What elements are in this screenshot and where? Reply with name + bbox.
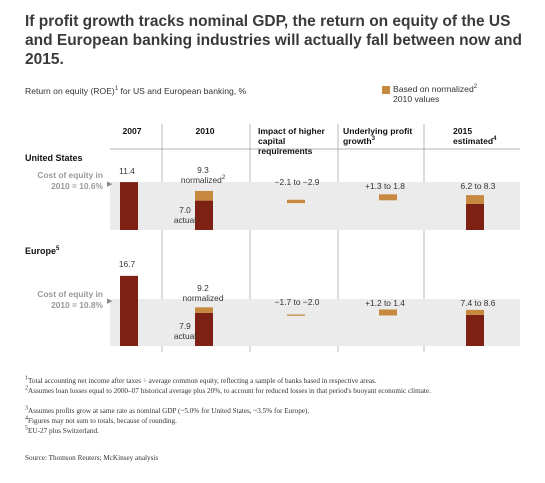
legend-line2: 2010 values (393, 94, 440, 104)
us-2010-normalized-label: 9.3 normalized2 (180, 165, 226, 185)
cost-of-equity-us: Cost of equity in 2010 = 10.6% (37, 170, 103, 191)
europe-bar-2010-normalized (195, 307, 213, 313)
us-profit-growth-label: +1.3 to 1.8 (365, 181, 405, 191)
chart-subtitle: Return on equity (ROE)1 for US and Europ… (25, 86, 246, 96)
us-bar-2007 (120, 182, 138, 230)
cost-of-equity-marker-europe: ▶ (107, 298, 113, 305)
legend-label: Based on normalized2 2010 values (393, 84, 503, 104)
europe-bar-capital-impact (287, 314, 305, 316)
europe-2007-label: 16.7 (118, 259, 136, 269)
europe-2010-actual-label: 7.9 actual (173, 321, 197, 341)
us-bar-profit-growth (379, 194, 397, 201)
subtitle-rest: for US and European banking, % (118, 86, 247, 96)
region-label-us: United States (25, 153, 83, 163)
legend-swatch-normalized (382, 86, 390, 94)
us-bar-2010-actual (195, 200, 213, 230)
europe-bar-profit-growth (379, 309, 397, 316)
footnote-5: 5EU-27 plus Switzerland. (25, 425, 99, 435)
legend-line1: Based on normalized (393, 84, 474, 94)
us-bar-2015-low (466, 203, 484, 230)
europe-2015-label: 7.4 to 8.6 (460, 298, 496, 308)
us-bar-2010-normalized (195, 190, 213, 201)
us-2010-actual-label: 7.0 actual (173, 205, 197, 225)
cost-of-equity-marker-us: ▶ (107, 181, 113, 188)
us-bar-2015-range (466, 195, 484, 204)
footnote-1: 1Total accounting net income after taxes… (25, 375, 377, 385)
footnote-4: 4Figures may not sum to totals, because … (25, 415, 177, 425)
europe-profit-growth-label: +1.2 to 1.4 (365, 298, 405, 308)
us-cost-of-equity-band (110, 182, 520, 230)
us-bar-capital-impact (287, 199, 305, 204)
europe-bar-2015-low (466, 314, 484, 346)
footnote-3: 3Assumes profits grow at same rate as no… (25, 405, 310, 415)
chart-title: If profit growth tracks nominal GDP, the… (25, 13, 522, 68)
europe-bar-2010-actual (195, 312, 213, 346)
us-2007-label: 11.4 (119, 166, 135, 176)
region-label-europe: Europe5 (25, 246, 60, 256)
europe-capital-impact-label: −1.7 to −2.0 (274, 297, 320, 307)
us-2015-label: 6.2 to 8.3 (460, 181, 496, 191)
europe-cost-of-equity-band (110, 299, 520, 346)
legend-footnote-ref: 2 (473, 84, 478, 91)
column-header-capital: Impact of higher capital requirements (258, 126, 325, 156)
footnote-2: 2Assumes loan losses equal to 2000–07 hi… (25, 385, 431, 395)
column-header-growth: Underlying profit growth3 (343, 126, 413, 146)
europe-bar-2015-range (466, 309, 484, 315)
europe-bar-2007 (120, 275, 138, 346)
subtitle-main: Return on equity (ROE) (25, 86, 115, 96)
source-note: Source: Thomson Reuters; McKinsey analys… (25, 454, 159, 462)
column-header-2007: 2007 (122, 126, 142, 136)
europe-2010-normalized-label: 9.2 normalized (182, 283, 224, 303)
cost-of-equity-europe: Cost of equity in 2010 = 10.8% (37, 289, 103, 310)
column-header-2015: 2015 estimated4 (453, 126, 497, 146)
subtitle-footnote-ref: 1 (114, 86, 119, 93)
column-header-2010: 2010 (195, 126, 215, 136)
us-capital-impact-label: −2.1 to −2.9 (274, 177, 320, 187)
